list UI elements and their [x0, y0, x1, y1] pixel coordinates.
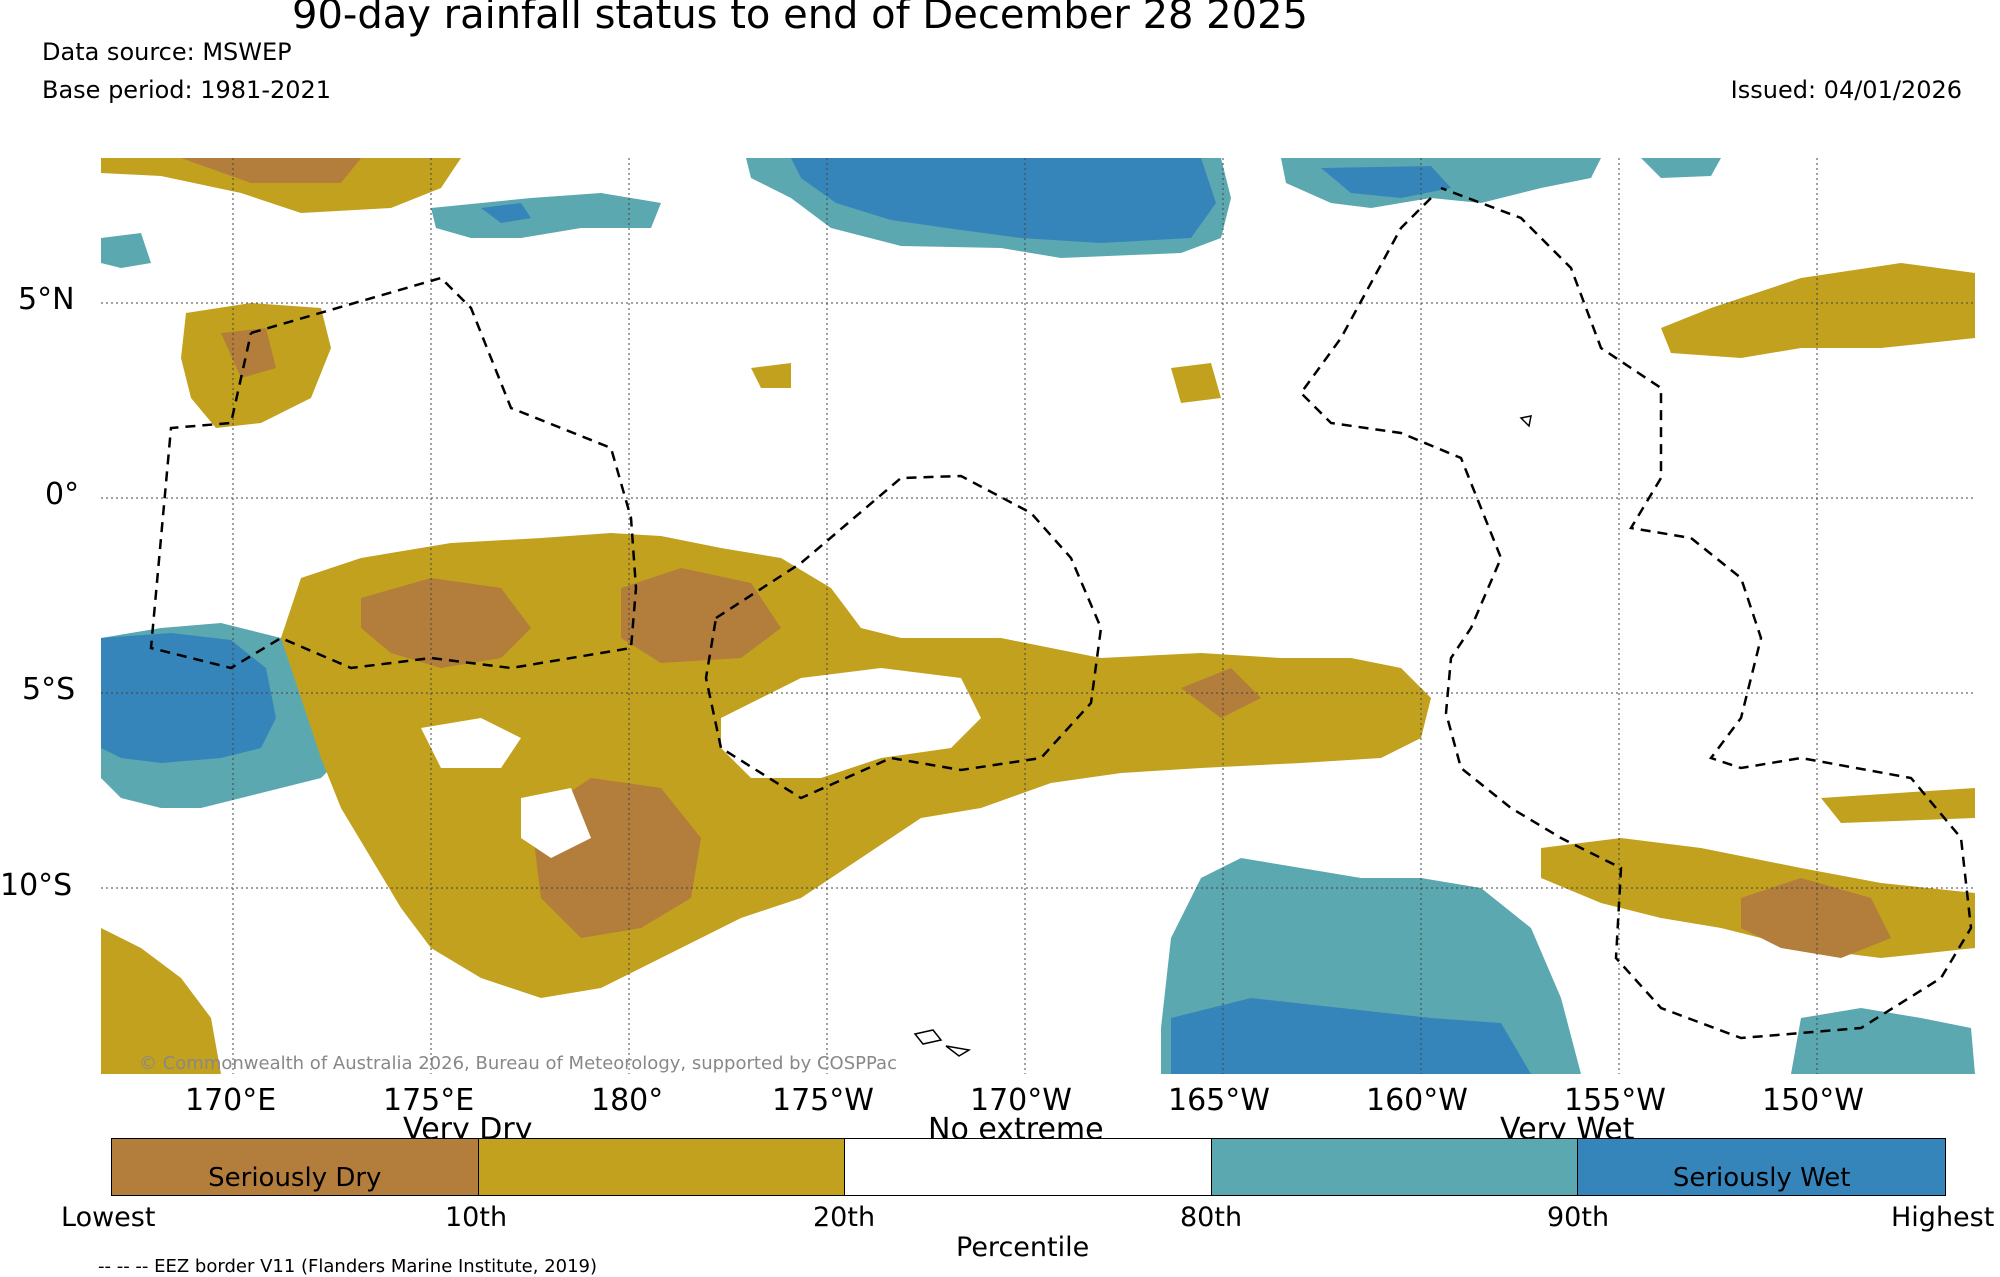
legend-label-seriously-wet: Seriously Wet [1672, 1163, 1851, 1193]
map-title: 90-day rainfall status to end of Decembe… [292, 0, 1308, 38]
lat-label-5s: 5°S [22, 672, 76, 707]
legend-axis-label: Percentile [956, 1232, 1090, 1263]
islands [913, 415, 1532, 1057]
legend-tick-10th: 10th [445, 1202, 508, 1233]
eez-border-note: -- -- -- EEZ border V11 (Flanders Marine… [98, 1256, 598, 1277]
wet-regions [101, 158, 1975, 1074]
lon-label-175e: 175°E [383, 1083, 475, 1118]
lat-label-5n: 5°N [18, 282, 75, 317]
legend-label-seriously-dry: Seriously Dry [208, 1163, 382, 1193]
legend-tick-90th: 90th [1547, 1202, 1610, 1233]
legend-tick-lowest: Lowest [61, 1202, 156, 1233]
legend-tick-80th: 80th [1180, 1202, 1243, 1233]
legend-segment-very-dry [478, 1139, 846, 1195]
legend-tick-highest: Highest [1891, 1202, 1995, 1233]
legend-tick-20th: 20th [813, 1202, 876, 1233]
graticule [101, 158, 1975, 1074]
copyright-text: © Commonwealth of Australia 2026, Bureau… [139, 1053, 897, 1074]
lon-label-175w: 175°W [772, 1083, 874, 1118]
legend-segment-no-extreme [845, 1139, 1212, 1195]
lon-label-160w: 160°W [1366, 1083, 1468, 1118]
eez-borders [149, 186, 1973, 1040]
issued-date-text: Issued: 04/01/2026 [1730, 76, 1962, 104]
lon-label-180: 180° [591, 1083, 664, 1118]
rainfall-map: © Commonwealth of Australia 2026, Bureau… [101, 158, 1975, 1074]
lat-label-10s: 10°S [0, 868, 73, 903]
lon-label-170e: 170°E [185, 1083, 277, 1118]
legend-segment-seriously-dry: Seriously Dry [112, 1139, 479, 1195]
lon-label-165w: 165°W [1168, 1083, 1270, 1118]
map-canvas [101, 158, 1975, 1074]
lon-label-155w: 155°W [1564, 1083, 1666, 1118]
data-source-text: Data source: MSWEP [42, 38, 292, 66]
base-period-text: Base period: 1981-2021 [42, 76, 332, 104]
legend-segment-very-wet [1211, 1139, 1579, 1195]
lon-label-170w: 170°W [970, 1083, 1072, 1118]
lat-label-0: 0° [45, 477, 80, 512]
legend-colorbar: Seriously Dry Seriously Wet [111, 1138, 1946, 1196]
legend-segment-seriously-wet: Seriously Wet [1578, 1139, 1945, 1195]
no-extreme-holes [421, 668, 981, 978]
lon-label-150w: 150°W [1762, 1083, 1864, 1118]
